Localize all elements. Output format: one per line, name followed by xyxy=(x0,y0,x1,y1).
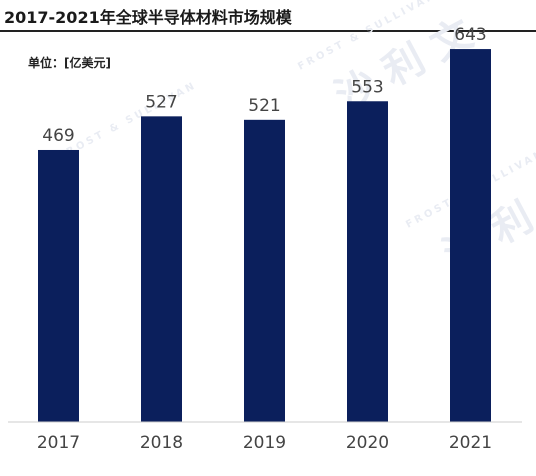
bar-2018 xyxy=(141,116,182,422)
x-tick-2017: 2017 xyxy=(37,433,80,453)
x-tick-2020: 2020 xyxy=(346,433,389,453)
bar-2017 xyxy=(38,149,79,423)
value-label-2018: 527 xyxy=(145,92,177,112)
x-tick-2019: 2019 xyxy=(243,433,286,453)
x-tick-2021: 2021 xyxy=(449,433,492,453)
value-label-2017: 469 xyxy=(42,126,74,146)
bar-2020 xyxy=(347,101,388,422)
x-tick-labels-group: 2017 2018 2019 2020 2021 xyxy=(37,433,492,453)
value-label-2020: 553 xyxy=(351,77,383,97)
x-tick-2018: 2018 xyxy=(140,433,183,453)
value-labels-group: 469 527 521 553 643 xyxy=(42,25,486,146)
value-label-2019: 521 xyxy=(248,96,280,116)
bars-group xyxy=(38,49,491,423)
title-divider xyxy=(0,30,536,32)
unit-label: 单位：[亿美元] xyxy=(28,56,111,70)
chart-title: 2017-2021年全球半导体材料市场规模 xyxy=(4,8,292,27)
bar-2021 xyxy=(450,49,491,423)
value-label-2021: 643 xyxy=(454,25,486,45)
bar-2019 xyxy=(244,119,285,422)
